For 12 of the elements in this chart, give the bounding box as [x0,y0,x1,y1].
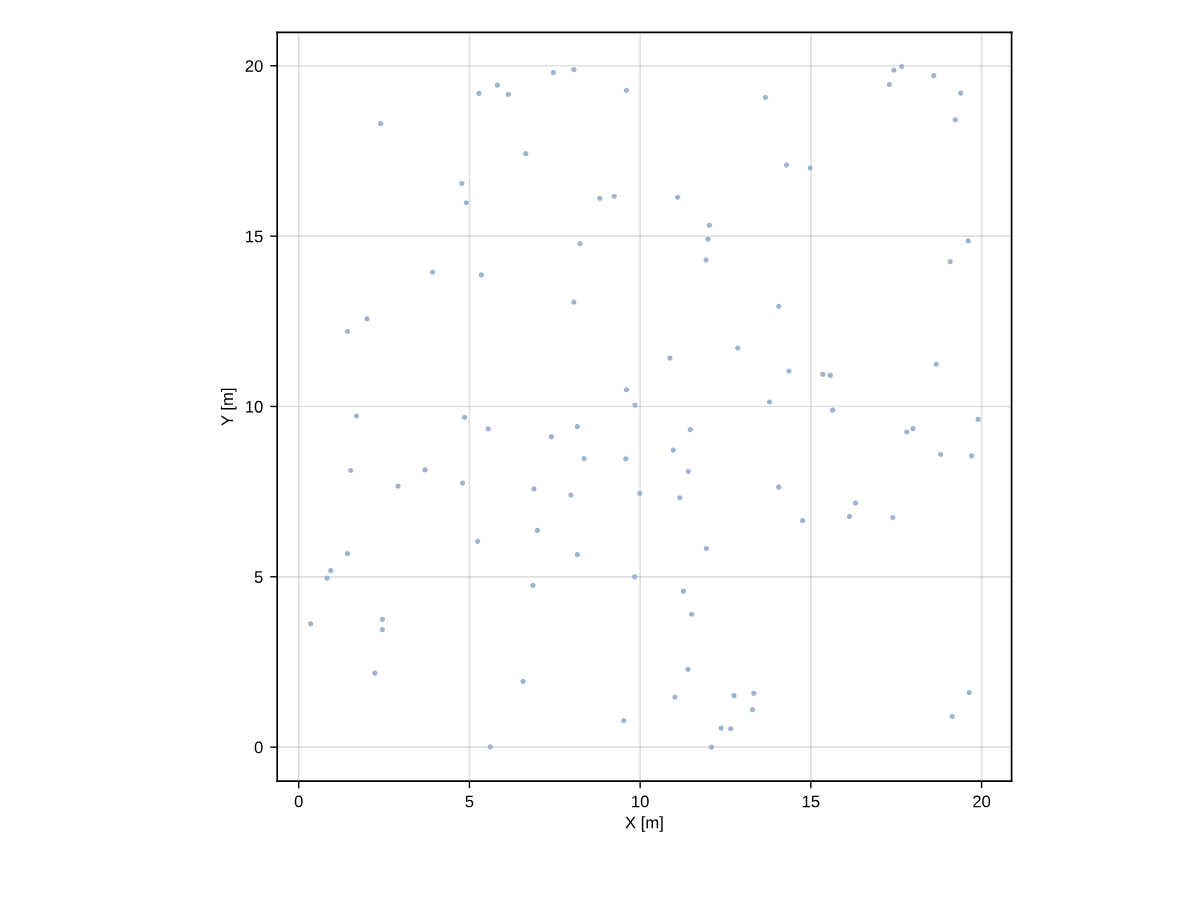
x-tick-label: 20 [973,795,991,808]
y-axis-title: Y [m] [220,388,237,426]
x-tick-label: 0 [294,795,303,808]
y-tick-label: 0 [254,741,263,754]
x-tick-label: 5 [465,795,474,808]
x-axis-title: X [m] [625,816,663,832]
y-tick-label: 20 [245,60,263,72]
y-tick-label: 5 [254,571,263,583]
y-tick-label: 10 [246,400,263,413]
y-tick-label: 15 [246,230,263,243]
x-tick-label: 15 [802,795,820,808]
x-tick-label: 10 [632,795,649,808]
